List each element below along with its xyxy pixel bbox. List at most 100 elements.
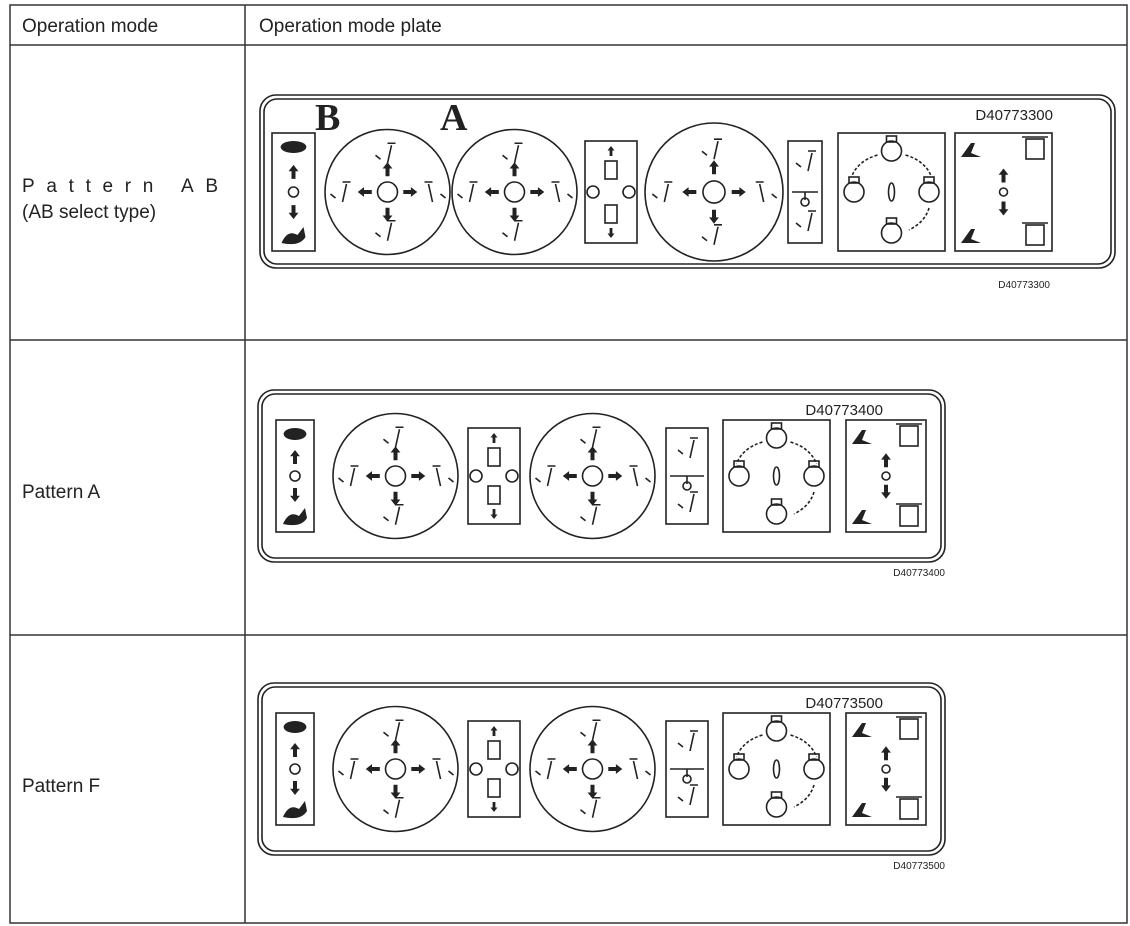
operation-plate: D40773500: [257, 682, 946, 856]
plate-code: D40773400: [805, 402, 883, 419]
travel-dot: [881, 764, 891, 774]
blade-icon: [604, 204, 618, 224]
plate-code: D40773300: [975, 107, 1053, 124]
lever-arrow: [701, 150, 708, 156]
select-letter: A: [440, 97, 468, 139]
dot-icon: [469, 469, 483, 483]
control-circle: [529, 412, 656, 540]
small-panel: [467, 427, 521, 525]
arrow-icon: [881, 746, 891, 761]
lever-icon: [349, 758, 359, 780]
plate-caption: D40773300: [998, 280, 1050, 291]
key-icon: [923, 176, 935, 184]
dot-icon: [505, 762, 519, 776]
travel-panel: [954, 132, 1053, 252]
lever-icon: [546, 465, 556, 487]
travel-panel: [845, 419, 927, 533]
arrow-icon: [608, 471, 623, 481]
lever-icon: [591, 426, 601, 448]
plate-inner: [261, 686, 942, 852]
lever-icon: [807, 210, 816, 232]
arrow-icon: [562, 471, 577, 481]
key-icon: [765, 720, 788, 742]
header-cell: Operation mode: [22, 16, 158, 37]
key-icon: [803, 758, 825, 780]
control-circle: [451, 128, 578, 256]
lever-arrow: [383, 438, 389, 444]
lever-arrow: [701, 236, 708, 242]
swing-icon: [792, 191, 818, 200]
blade-icon: [604, 160, 618, 180]
lever-icon: [546, 758, 556, 780]
speed-panel: [275, 419, 315, 533]
arrow-icon: [881, 453, 891, 468]
lever-arrow: [580, 809, 586, 815]
arrow-icon: [411, 764, 426, 774]
lever-icon: [386, 219, 396, 241]
key-arrows: [735, 441, 818, 515]
key-icon: [770, 422, 783, 430]
arrow-icon: [390, 739, 401, 754]
lever-icon: [689, 437, 698, 459]
arrow-icon: [731, 187, 746, 197]
lever-arrow: [795, 162, 802, 168]
arrow-icon: [357, 187, 372, 197]
lever-arrow: [535, 477, 541, 483]
lever-arrow: [448, 770, 454, 776]
lever-icon: [468, 181, 478, 203]
arrow-icon: [607, 228, 615, 238]
arrow-icon: [998, 201, 1009, 216]
arrow-icon: [288, 205, 299, 220]
arrow-icon: [390, 446, 401, 461]
arrow-icon: [365, 764, 380, 774]
plate-caption: D40773500: [893, 861, 945, 872]
travel-dot: [998, 187, 1009, 197]
plate-outline: [257, 682, 946, 856]
turtle-icon: [283, 721, 307, 733]
key-icon: [808, 460, 820, 468]
arrow-icon: [484, 187, 499, 197]
key-panel: [722, 712, 831, 826]
arrow-icon: [390, 491, 401, 506]
lever-arrow: [330, 193, 336, 199]
blade-icon: [487, 740, 501, 760]
arrow-icon: [881, 484, 891, 499]
key-icon: [765, 427, 788, 449]
center-dot: [376, 181, 399, 203]
key-icon: [770, 791, 783, 799]
track-icon: [899, 425, 919, 447]
lever-icon: [689, 730, 698, 752]
lever-icon: [394, 796, 404, 818]
lever-arrow: [795, 222, 802, 228]
control-circle: [332, 705, 459, 833]
lever-arrow: [502, 154, 508, 160]
arrow-icon: [509, 207, 520, 222]
track-icon: [899, 505, 919, 527]
arrow-icon: [682, 187, 697, 197]
arrow-icon: [587, 491, 598, 506]
key-icon: [728, 465, 750, 487]
arrow-icon: [382, 162, 393, 177]
lever-arrow: [440, 193, 446, 199]
key-arrows: [850, 154, 933, 231]
lever-icon: [432, 758, 442, 780]
key-arrows: [735, 734, 818, 808]
lever-arrow: [651, 193, 658, 199]
arrow-icon: [587, 739, 598, 754]
arrow-icon: [490, 433, 498, 443]
lever-arrow: [580, 516, 586, 522]
table-frame: [9, 4, 1128, 924]
center-dot: [384, 465, 407, 487]
small-panel: [665, 720, 709, 818]
operation-plate: D40773400: [257, 389, 946, 563]
lever-icon: [689, 784, 698, 806]
lever-arrow: [677, 796, 684, 802]
arrow-icon: [288, 164, 299, 179]
boom-icon: [961, 143, 981, 157]
key-center: [887, 182, 896, 202]
plate-outline: [257, 389, 946, 563]
lever-icon: [713, 138, 722, 160]
lever-icon: [513, 142, 523, 164]
